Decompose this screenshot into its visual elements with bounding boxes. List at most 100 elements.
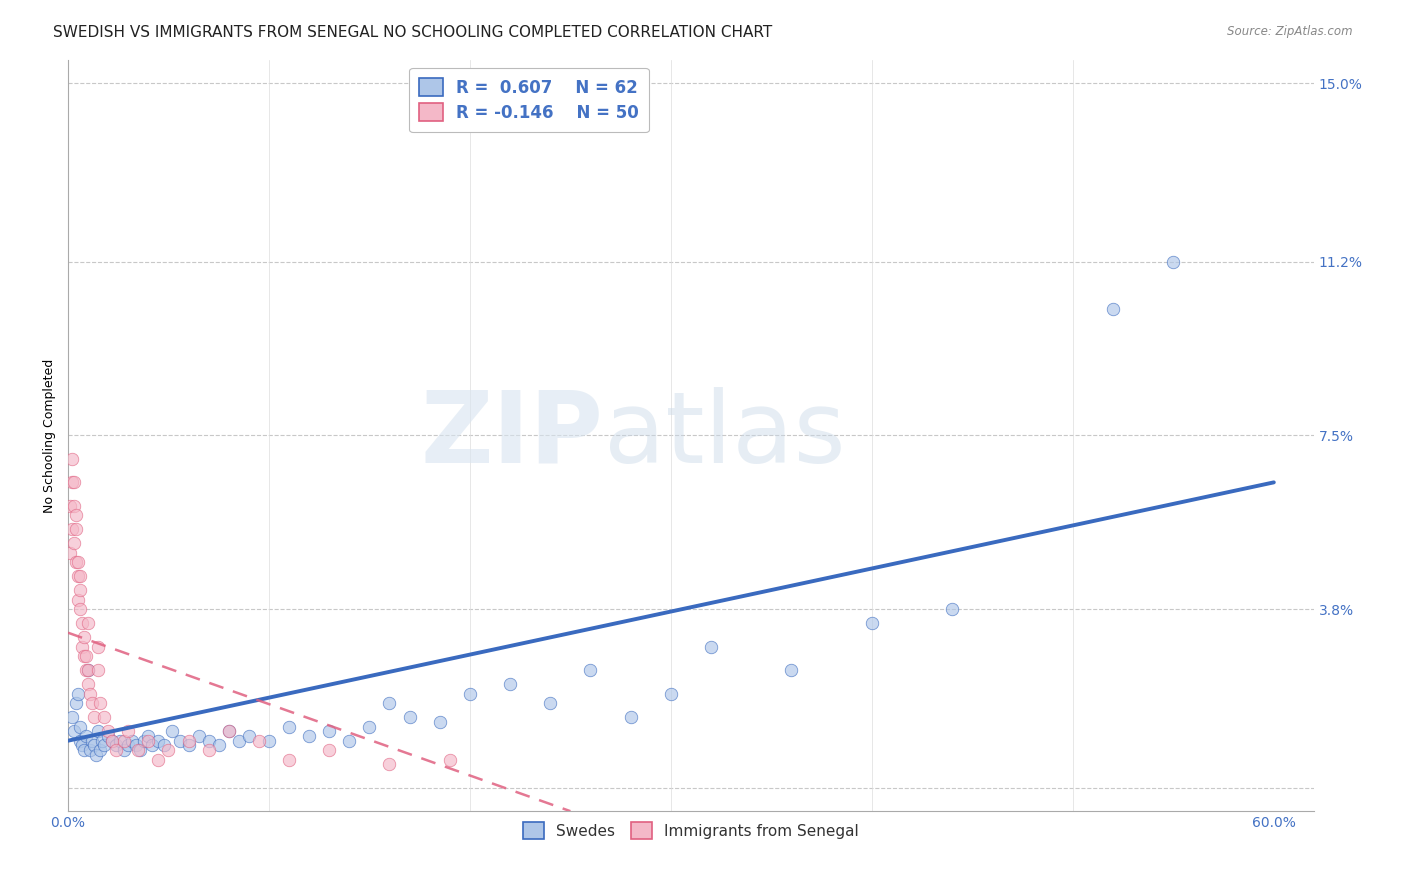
Point	[780, 663, 803, 677]
Point	[80, 696, 103, 710]
Point	[63, 475, 86, 490]
Point	[228, 733, 250, 747]
Point	[91, 733, 114, 747]
Point	[65, 555, 87, 569]
Point	[318, 743, 340, 757]
Point	[101, 733, 124, 747]
Point	[429, 714, 451, 729]
Point	[162, 724, 184, 739]
Point	[63, 499, 86, 513]
Point	[87, 724, 110, 739]
Y-axis label: No Schooling Completed: No Schooling Completed	[44, 359, 56, 513]
Point	[659, 687, 682, 701]
Point	[69, 733, 91, 747]
Point	[157, 743, 180, 757]
Point	[69, 583, 91, 598]
Point	[337, 733, 360, 747]
Point	[84, 747, 107, 762]
Point	[141, 739, 163, 753]
Point	[87, 663, 110, 677]
Point	[108, 733, 131, 747]
Point	[136, 733, 159, 747]
Text: SWEDISH VS IMMIGRANTS FROM SENEGAL NO SCHOOLING COMPLETED CORRELATION CHART: SWEDISH VS IMMIGRANTS FROM SENEGAL NO SC…	[53, 25, 773, 40]
Point	[70, 640, 93, 654]
Point	[153, 739, 176, 753]
Legend: Swedes, Immigrants from Senegal: Swedes, Immigrants from Senegal	[517, 816, 865, 845]
Point	[127, 743, 149, 757]
Point	[66, 569, 89, 583]
Point	[579, 663, 602, 677]
Point	[63, 536, 86, 550]
Point	[60, 710, 83, 724]
Point	[247, 733, 270, 747]
Point	[93, 739, 115, 753]
Point	[73, 743, 96, 757]
Point	[69, 569, 91, 583]
Point	[538, 696, 561, 710]
Point	[398, 710, 420, 724]
Text: ZIP: ZIP	[420, 387, 603, 483]
Point	[70, 739, 93, 753]
Point	[59, 499, 82, 513]
Point	[129, 743, 152, 757]
Point	[89, 743, 111, 757]
Point	[117, 739, 139, 753]
Point	[136, 729, 159, 743]
Text: Source: ZipAtlas.com: Source: ZipAtlas.com	[1227, 25, 1353, 38]
Point	[60, 522, 83, 536]
Point	[65, 696, 87, 710]
Point	[134, 733, 156, 747]
Point	[89, 696, 111, 710]
Point	[83, 710, 105, 724]
Point	[69, 720, 91, 734]
Point	[860, 616, 883, 631]
Point	[63, 724, 86, 739]
Point	[60, 451, 83, 466]
Point	[941, 602, 963, 616]
Point	[359, 720, 381, 734]
Point	[112, 743, 135, 757]
Point	[187, 729, 209, 743]
Point	[197, 743, 219, 757]
Point	[105, 743, 128, 757]
Point	[298, 729, 321, 743]
Point	[378, 757, 401, 772]
Point	[75, 663, 97, 677]
Point	[77, 616, 100, 631]
Point	[97, 729, 120, 743]
Point	[148, 733, 170, 747]
Point	[79, 743, 101, 757]
Point	[458, 687, 481, 701]
Point	[101, 733, 124, 747]
Point	[80, 733, 103, 747]
Point	[499, 677, 522, 691]
Point	[169, 733, 191, 747]
Point	[70, 616, 93, 631]
Point	[77, 663, 100, 677]
Point	[73, 631, 96, 645]
Point	[148, 752, 170, 766]
Point	[83, 739, 105, 753]
Point	[66, 555, 89, 569]
Point	[318, 724, 340, 739]
Point	[238, 729, 260, 743]
Point	[125, 739, 148, 753]
Point	[257, 733, 280, 747]
Point	[700, 640, 723, 654]
Text: atlas: atlas	[603, 387, 845, 483]
Point	[97, 724, 120, 739]
Point	[65, 522, 87, 536]
Point	[378, 696, 401, 710]
Point	[1163, 254, 1185, 268]
Point	[112, 733, 135, 747]
Point	[75, 649, 97, 664]
Point	[93, 710, 115, 724]
Point	[87, 640, 110, 654]
Point	[60, 475, 83, 490]
Point	[117, 724, 139, 739]
Point	[278, 720, 301, 734]
Point	[105, 739, 128, 753]
Point	[620, 710, 643, 724]
Point	[66, 687, 89, 701]
Point	[197, 733, 219, 747]
